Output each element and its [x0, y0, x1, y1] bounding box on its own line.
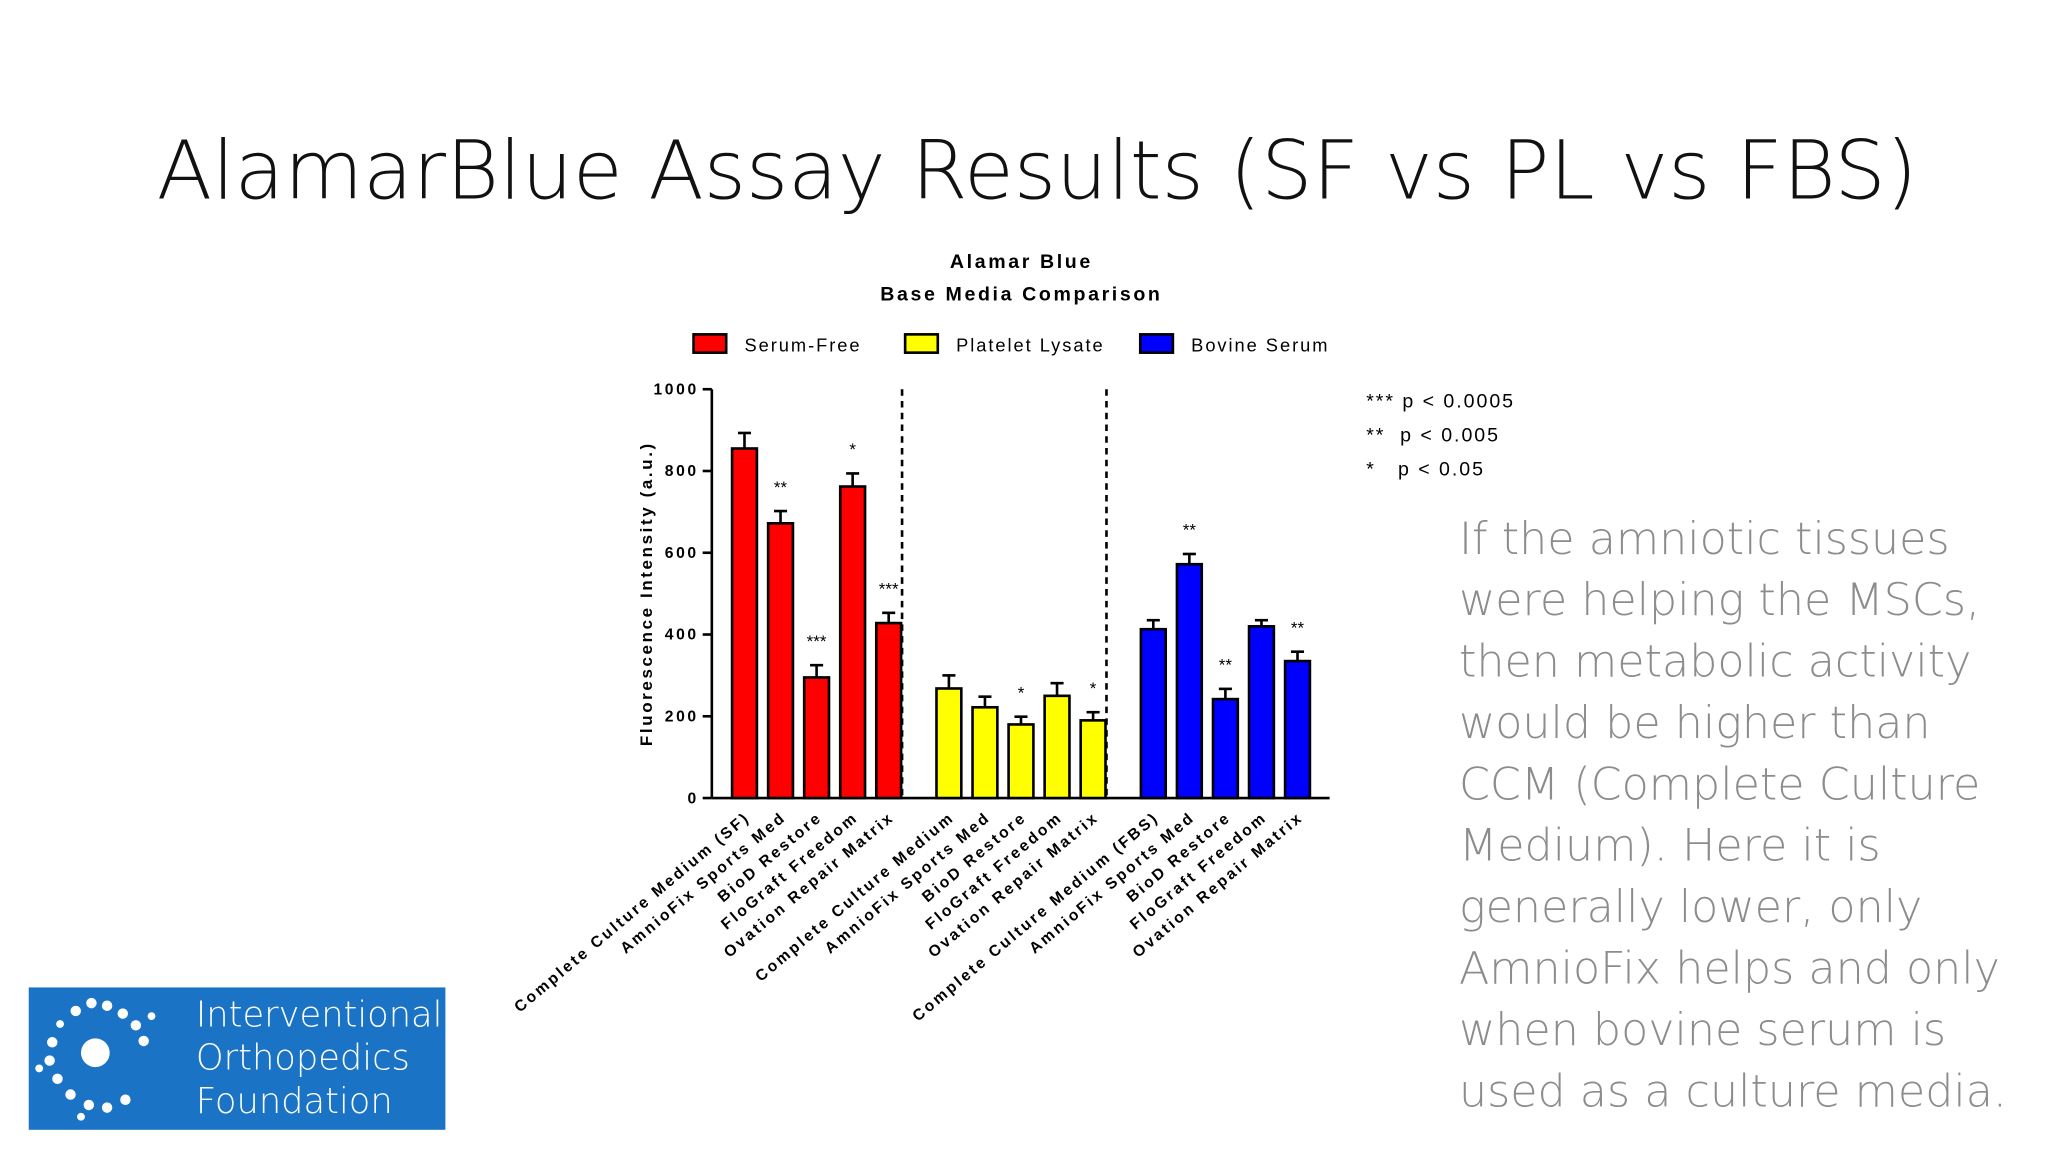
- body-line: CCM (Complete Culture: [1459, 759, 1980, 810]
- logo-line: Orthopedics: [196, 1038, 410, 1079]
- significance-label: *: [849, 440, 856, 459]
- y-tick-label: 800: [665, 463, 699, 480]
- logo-dot: [101, 1000, 113, 1011]
- logo-dot: [65, 1089, 76, 1100]
- p-value-note: ** p < 0.005: [1366, 424, 1500, 446]
- body-text: If the amniotic tissues were helping the …: [1459, 514, 2007, 1117]
- chart-title: Alamar Blue: [950, 251, 1093, 273]
- legend-label: Platelet Lysate: [956, 334, 1105, 355]
- significance-label: ***: [807, 632, 827, 651]
- bar: [766, 522, 795, 800]
- y-tick-label: 1000: [653, 381, 698, 398]
- logo-dot: [130, 1020, 142, 1031]
- body-line: used as a culture media.: [1459, 1066, 2007, 1117]
- bar: [935, 687, 963, 800]
- legend-label: Serum-Free: [744, 334, 861, 355]
- logo-dot: [147, 1012, 156, 1021]
- logo-dot: [56, 1020, 64, 1028]
- significance-label: *: [1090, 679, 1097, 698]
- logo-line: Interventional: [196, 995, 443, 1036]
- logo-dot: [86, 997, 97, 1009]
- legend-swatch: [692, 333, 728, 354]
- logo-dot: [47, 1037, 58, 1048]
- bar: [1139, 627, 1168, 800]
- logo-dot: [35, 1064, 44, 1073]
- logo-dot: [83, 1099, 95, 1111]
- logo-dot: [77, 1112, 85, 1121]
- logo-dot: [101, 1102, 113, 1113]
- y-axis-label: Fluorescence Intensity (a.u.): [637, 441, 656, 746]
- significance-label: **: [1291, 618, 1305, 637]
- logo-line: Foundation: [196, 1081, 393, 1122]
- y-tick-label: 600: [665, 545, 699, 562]
- bar: [1043, 694, 1071, 800]
- logo-dot: [70, 1005, 81, 1017]
- bar: [838, 485, 867, 800]
- bar: [1079, 719, 1107, 800]
- significance-label: **: [1183, 521, 1197, 540]
- body-line: generally lower, only: [1459, 882, 1922, 933]
- body-line: would be higher than: [1459, 698, 1931, 749]
- bar: [730, 447, 759, 800]
- body-line: then metabolic activity: [1459, 637, 1971, 688]
- slide-title: AlamarBlue Assay Results (SF vs PL vs FB…: [157, 125, 1918, 219]
- bar: [1283, 659, 1312, 800]
- legend-swatch: [903, 333, 940, 354]
- y-tick-label: 200: [665, 709, 699, 726]
- significance-label: *: [1018, 683, 1025, 702]
- significance-label: ***: [879, 580, 899, 599]
- logo-dot: [120, 1094, 131, 1105]
- legend-swatch: [1138, 333, 1175, 354]
- logo-dot: [117, 1008, 128, 1019]
- bar: [1211, 697, 1240, 800]
- bar: [971, 705, 999, 800]
- chart-title: Base Media Comparison: [880, 283, 1162, 305]
- logo-dot: [80, 1038, 110, 1068]
- logo-dot: [52, 1073, 63, 1085]
- logo-dot: [44, 1055, 55, 1066]
- significance-label: **: [1219, 656, 1233, 675]
- body-line: were helping the MSCs,: [1459, 575, 1980, 626]
- logo-dot: [138, 1035, 149, 1047]
- y-tick-label: 0: [687, 790, 698, 807]
- y-tick-label: 400: [665, 627, 699, 644]
- significance-label: **: [774, 478, 788, 497]
- legend-label: Bovine Serum: [1191, 334, 1329, 355]
- bar: [874, 621, 903, 800]
- body-line: when bovine serum is: [1459, 1005, 1946, 1056]
- logo-icon: [35, 997, 156, 1121]
- bar: [1247, 625, 1276, 800]
- body-line: If the amniotic tissues: [1459, 514, 1950, 565]
- p-value-note: * p < 0.05: [1366, 458, 1485, 480]
- bar: [1007, 723, 1035, 800]
- p-value-note: *** p < 0.0005: [1366, 391, 1515, 413]
- body-line: Medium). Here it is: [1459, 821, 1881, 872]
- bar: [802, 676, 831, 800]
- bar: [1175, 562, 1204, 800]
- body-line: AmnioFix helps and only: [1459, 944, 2000, 995]
